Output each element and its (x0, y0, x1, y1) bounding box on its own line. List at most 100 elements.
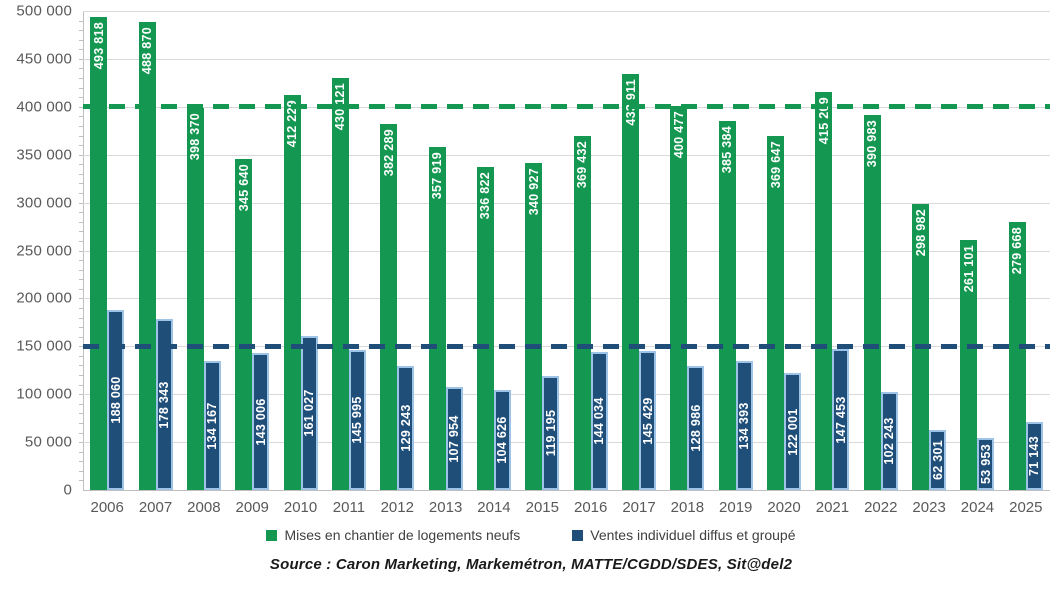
bar-mises-2012: 382 289 (380, 124, 398, 490)
y-axis-minor-tick (79, 39, 83, 41)
y-axis-minor-tick (79, 442, 83, 444)
y-axis-minor-tick (79, 336, 83, 338)
y-axis-minor-tick (79, 279, 83, 281)
y-axis-label: 300 000 (16, 194, 72, 212)
y-axis-minor-tick (79, 375, 83, 377)
bar-ventes-2008: 134 167 (203, 361, 221, 490)
bar-mises-2015: 340 927 (525, 163, 543, 490)
x-axis-label: 2011 (332, 499, 366, 516)
bar-value-label: 107 954 (446, 414, 461, 463)
bar-group: 390 983 102 243 2022 (857, 11, 905, 516)
bar-value-label: 178 343 (156, 380, 171, 429)
y-axis-minor-tick (79, 413, 83, 415)
y-axis-minor-tick (79, 202, 83, 204)
x-axis-label: 2023 (912, 499, 946, 516)
legend: Mises en chantier de logements neufs Ven… (0, 527, 1062, 543)
y-axis-label: 200 000 (16, 289, 72, 307)
x-axis-label: 2016 (573, 499, 608, 516)
plot-area: 493 818 188 060 2006 488 870 178 343 2007 398 … (79, 11, 1050, 516)
y-axis-minor-tick (79, 403, 83, 405)
bar-value-label: 147 453 (833, 395, 848, 444)
bar-ventes-2013: 107 954 (445, 387, 463, 490)
bar-group: 298 982 62 301 2023 (905, 11, 953, 516)
y-axis-minor-tick (79, 221, 83, 223)
y-axis-label: 350 000 (16, 146, 72, 164)
bar-value-label: 144 034 (591, 397, 606, 445)
y-axis-minor-tick (79, 451, 83, 453)
reference-line-green (83, 104, 1050, 110)
bar-ventes-2014: 104 626 (493, 390, 511, 490)
bar-value-label: 279 668 (1010, 227, 1025, 275)
bar-ventes-2022: 102 243 (880, 392, 898, 490)
legend-label: Mises en chantier de logements neufs (284, 527, 521, 543)
bar-ventes-2016: 144 034 (590, 352, 608, 490)
bar-group: 430 121 145 995 2011 (325, 11, 373, 516)
y-axis-minor-tick (79, 422, 83, 424)
bar-value-label: 369 647 (768, 141, 783, 189)
y-axis-minor-tick (79, 183, 83, 185)
y-axis-label: 500 000 (16, 2, 72, 20)
y-axis-minor-tick (79, 116, 83, 118)
y-axis-minor-tick (79, 154, 83, 156)
bar-mises-2010: 412 229 (283, 95, 301, 490)
bar-value-label: 493 818 (91, 22, 106, 70)
bar-group: 385 384 134 393 2019 (712, 11, 760, 516)
bar-value-label: 390 983 (865, 120, 880, 168)
bar-ventes-2009: 143 006 (252, 353, 270, 490)
bar-group: 345 640 143 006 2009 (228, 11, 276, 516)
y-axis-minor-tick (79, 164, 83, 166)
bar-group: 279 668 71 143 2025 (1002, 11, 1050, 516)
bar-value-label: 433 911 (623, 79, 638, 126)
y-axis-minor-tick (79, 30, 83, 32)
bar-mises-2020: 369 647 (767, 136, 785, 490)
bar-ventes-2023: 62 301 (929, 430, 947, 490)
gridline (83, 250, 1050, 252)
x-axis-label: 2021 (815, 499, 850, 516)
y-axis-minor-tick (79, 145, 83, 147)
bar-group: 398 370 134 167 2008 (180, 11, 228, 516)
y-axis-label: 0 (63, 481, 72, 499)
bar-value-label: 62 301 (930, 439, 945, 481)
y-axis-label: 400 000 (16, 98, 72, 116)
bar-ventes-2011: 145 995 (348, 350, 366, 490)
gridline (83, 11, 1050, 12)
gridline (83, 58, 1050, 60)
bar-value-label: 102 243 (882, 417, 897, 465)
bar-ventes-2010: 161 027 (300, 336, 318, 490)
y-axis-minor-tick (79, 125, 83, 127)
bar-value-label: 336 822 (478, 172, 493, 220)
bar-mises-2011: 430 121 (331, 78, 349, 490)
bar-value-label: 488 870 (139, 27, 154, 75)
x-axis-label: 2022 (864, 499, 898, 516)
y-axis-minor-tick (79, 461, 83, 463)
bar-ventes-2017: 145 429 (639, 351, 657, 490)
bar-group: 400 477 128 986 2018 (663, 11, 711, 516)
y-axis-minor-tick (79, 327, 83, 329)
bar-mises-2008: 398 370 (186, 108, 204, 490)
legend-swatch-green (266, 529, 278, 541)
gridline (83, 442, 1050, 444)
bar-mises-2022: 390 983 (863, 115, 881, 490)
y-axis-label: 150 000 (16, 337, 72, 355)
bar-value-label: 53 953 (978, 443, 993, 485)
bar-mises-2017: 433 911 (622, 74, 640, 490)
bar-mises-2006: 493 818 (90, 17, 108, 490)
bar-group: 336 822 104 626 2014 (470, 11, 518, 516)
bar-value-label: 128 986 (688, 404, 703, 452)
y-axis-minor-tick (79, 432, 83, 434)
bar-value-label: 134 167 (205, 401, 220, 450)
bar-ventes-2015: 119 195 (542, 376, 560, 490)
bar-group: 488 870 178 343 2007 (131, 11, 179, 516)
bar-ventes-2018: 128 986 (687, 366, 705, 490)
bar-value-label: 129 243 (398, 404, 413, 452)
bar-mises-2024: 261 101 (960, 240, 978, 490)
x-axis-label: 2017 (622, 499, 656, 516)
bar-group: 340 927 119 195 2015 (518, 11, 566, 516)
gridline (83, 394, 1050, 396)
y-axis-minor-tick (79, 269, 83, 271)
bar-value-label: 261 101 (961, 245, 976, 293)
x-axis-label: 2013 (428, 499, 463, 516)
legend-label: Ventes individuel diffus et groupé (590, 527, 796, 543)
bar-value-label: 340 927 (526, 168, 541, 216)
